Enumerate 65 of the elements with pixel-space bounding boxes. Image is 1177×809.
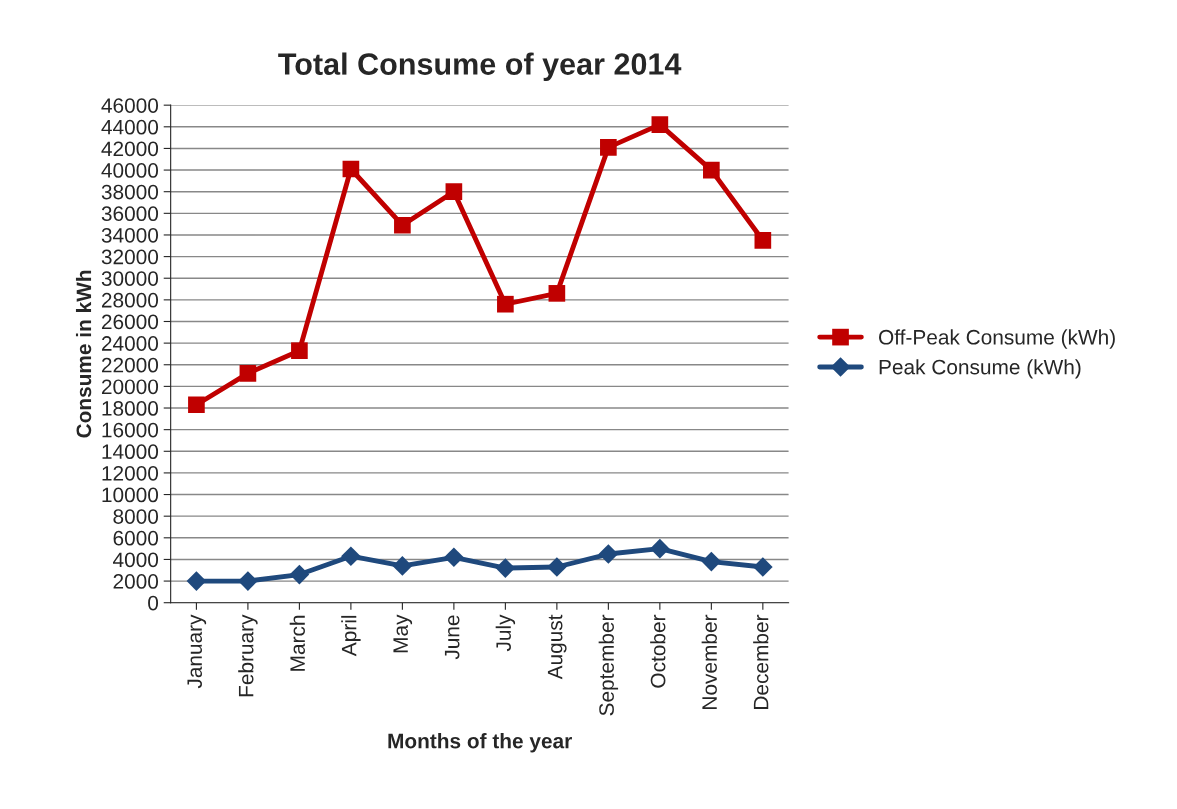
y-tick-label: 14000 bbox=[102, 444, 159, 460]
point bbox=[548, 285, 566, 302]
point bbox=[547, 557, 567, 577]
x-tick-label: October bbox=[650, 614, 666, 688]
y-tick-label: 32000 bbox=[101, 249, 159, 265]
y-tick-label: 12000 bbox=[102, 465, 159, 481]
x-tick-label: February bbox=[238, 614, 258, 697]
y-tick-label: 26000 bbox=[101, 314, 159, 330]
y-tick-label: 10000 bbox=[102, 487, 159, 503]
point bbox=[186, 571, 207, 591]
point bbox=[341, 546, 361, 567]
x-tick-label: March bbox=[289, 615, 305, 671]
point bbox=[291, 342, 308, 360]
point bbox=[289, 564, 310, 585]
point bbox=[600, 139, 617, 156]
y-tick-label: 4000 bbox=[113, 552, 159, 568]
x-tick-label: June bbox=[444, 615, 460, 660]
y-tick-label: 22000 bbox=[101, 357, 159, 373]
y-tick-label: 38000 bbox=[101, 184, 159, 200]
x-axis-title: Months of the year bbox=[388, 733, 572, 753]
y-tick-label: 42000 bbox=[101, 141, 159, 157]
y-tick-label: 16000 bbox=[102, 422, 159, 438]
x-tick-label: January bbox=[187, 614, 207, 689]
y-tick-label: 2000 bbox=[113, 574, 159, 589]
y-tick-label: 18000 bbox=[102, 401, 159, 416]
point bbox=[444, 547, 464, 568]
y-tick-label: 40000 bbox=[101, 163, 159, 178]
legend-label: Off-Peak Consume (kWh) bbox=[879, 329, 1115, 349]
y-tick-label: 6000 bbox=[113, 530, 159, 546]
y-tick-label: 30000 bbox=[101, 271, 159, 286]
point bbox=[495, 558, 516, 578]
point bbox=[598, 544, 619, 564]
y-tick-label: 36000 bbox=[101, 206, 159, 222]
point bbox=[342, 160, 360, 178]
x-tick-label: September bbox=[598, 614, 619, 716]
point bbox=[701, 551, 722, 572]
y-axis-title: Consume in kWh bbox=[75, 270, 92, 438]
point bbox=[188, 396, 205, 414]
x-tick-label: August bbox=[547, 614, 567, 680]
y-tick-label: 24000 bbox=[101, 336, 159, 351]
point bbox=[754, 232, 772, 249]
y-tick-label: 0 bbox=[148, 595, 159, 611]
x-tick-label: December bbox=[753, 614, 769, 709]
y-tick-label: 20000 bbox=[101, 379, 159, 395]
chart-title: Total Consume of year 2014 bbox=[278, 52, 682, 81]
y-tick-label: 8000 bbox=[113, 509, 159, 524]
y-tick-label: 46000 bbox=[101, 98, 159, 113]
x-tick-label: May bbox=[393, 614, 413, 653]
x-tick-label: April bbox=[341, 615, 361, 657]
point bbox=[394, 216, 411, 234]
point bbox=[650, 538, 670, 559]
x-tick-label: July bbox=[495, 614, 516, 652]
point bbox=[239, 365, 257, 382]
point bbox=[392, 556, 413, 576]
point bbox=[445, 183, 463, 201]
y-tick-label: 44000 bbox=[101, 119, 159, 135]
point bbox=[238, 571, 258, 591]
legend-label: Peak Consume (kWh) bbox=[879, 359, 1081, 379]
y-tick-label: 34000 bbox=[101, 227, 159, 243]
y-tick-label: 28000 bbox=[101, 292, 159, 308]
point bbox=[651, 116, 669, 133]
point bbox=[753, 557, 773, 577]
point bbox=[703, 161, 720, 179]
x-tick-label: November bbox=[701, 614, 717, 709]
point bbox=[497, 295, 514, 313]
